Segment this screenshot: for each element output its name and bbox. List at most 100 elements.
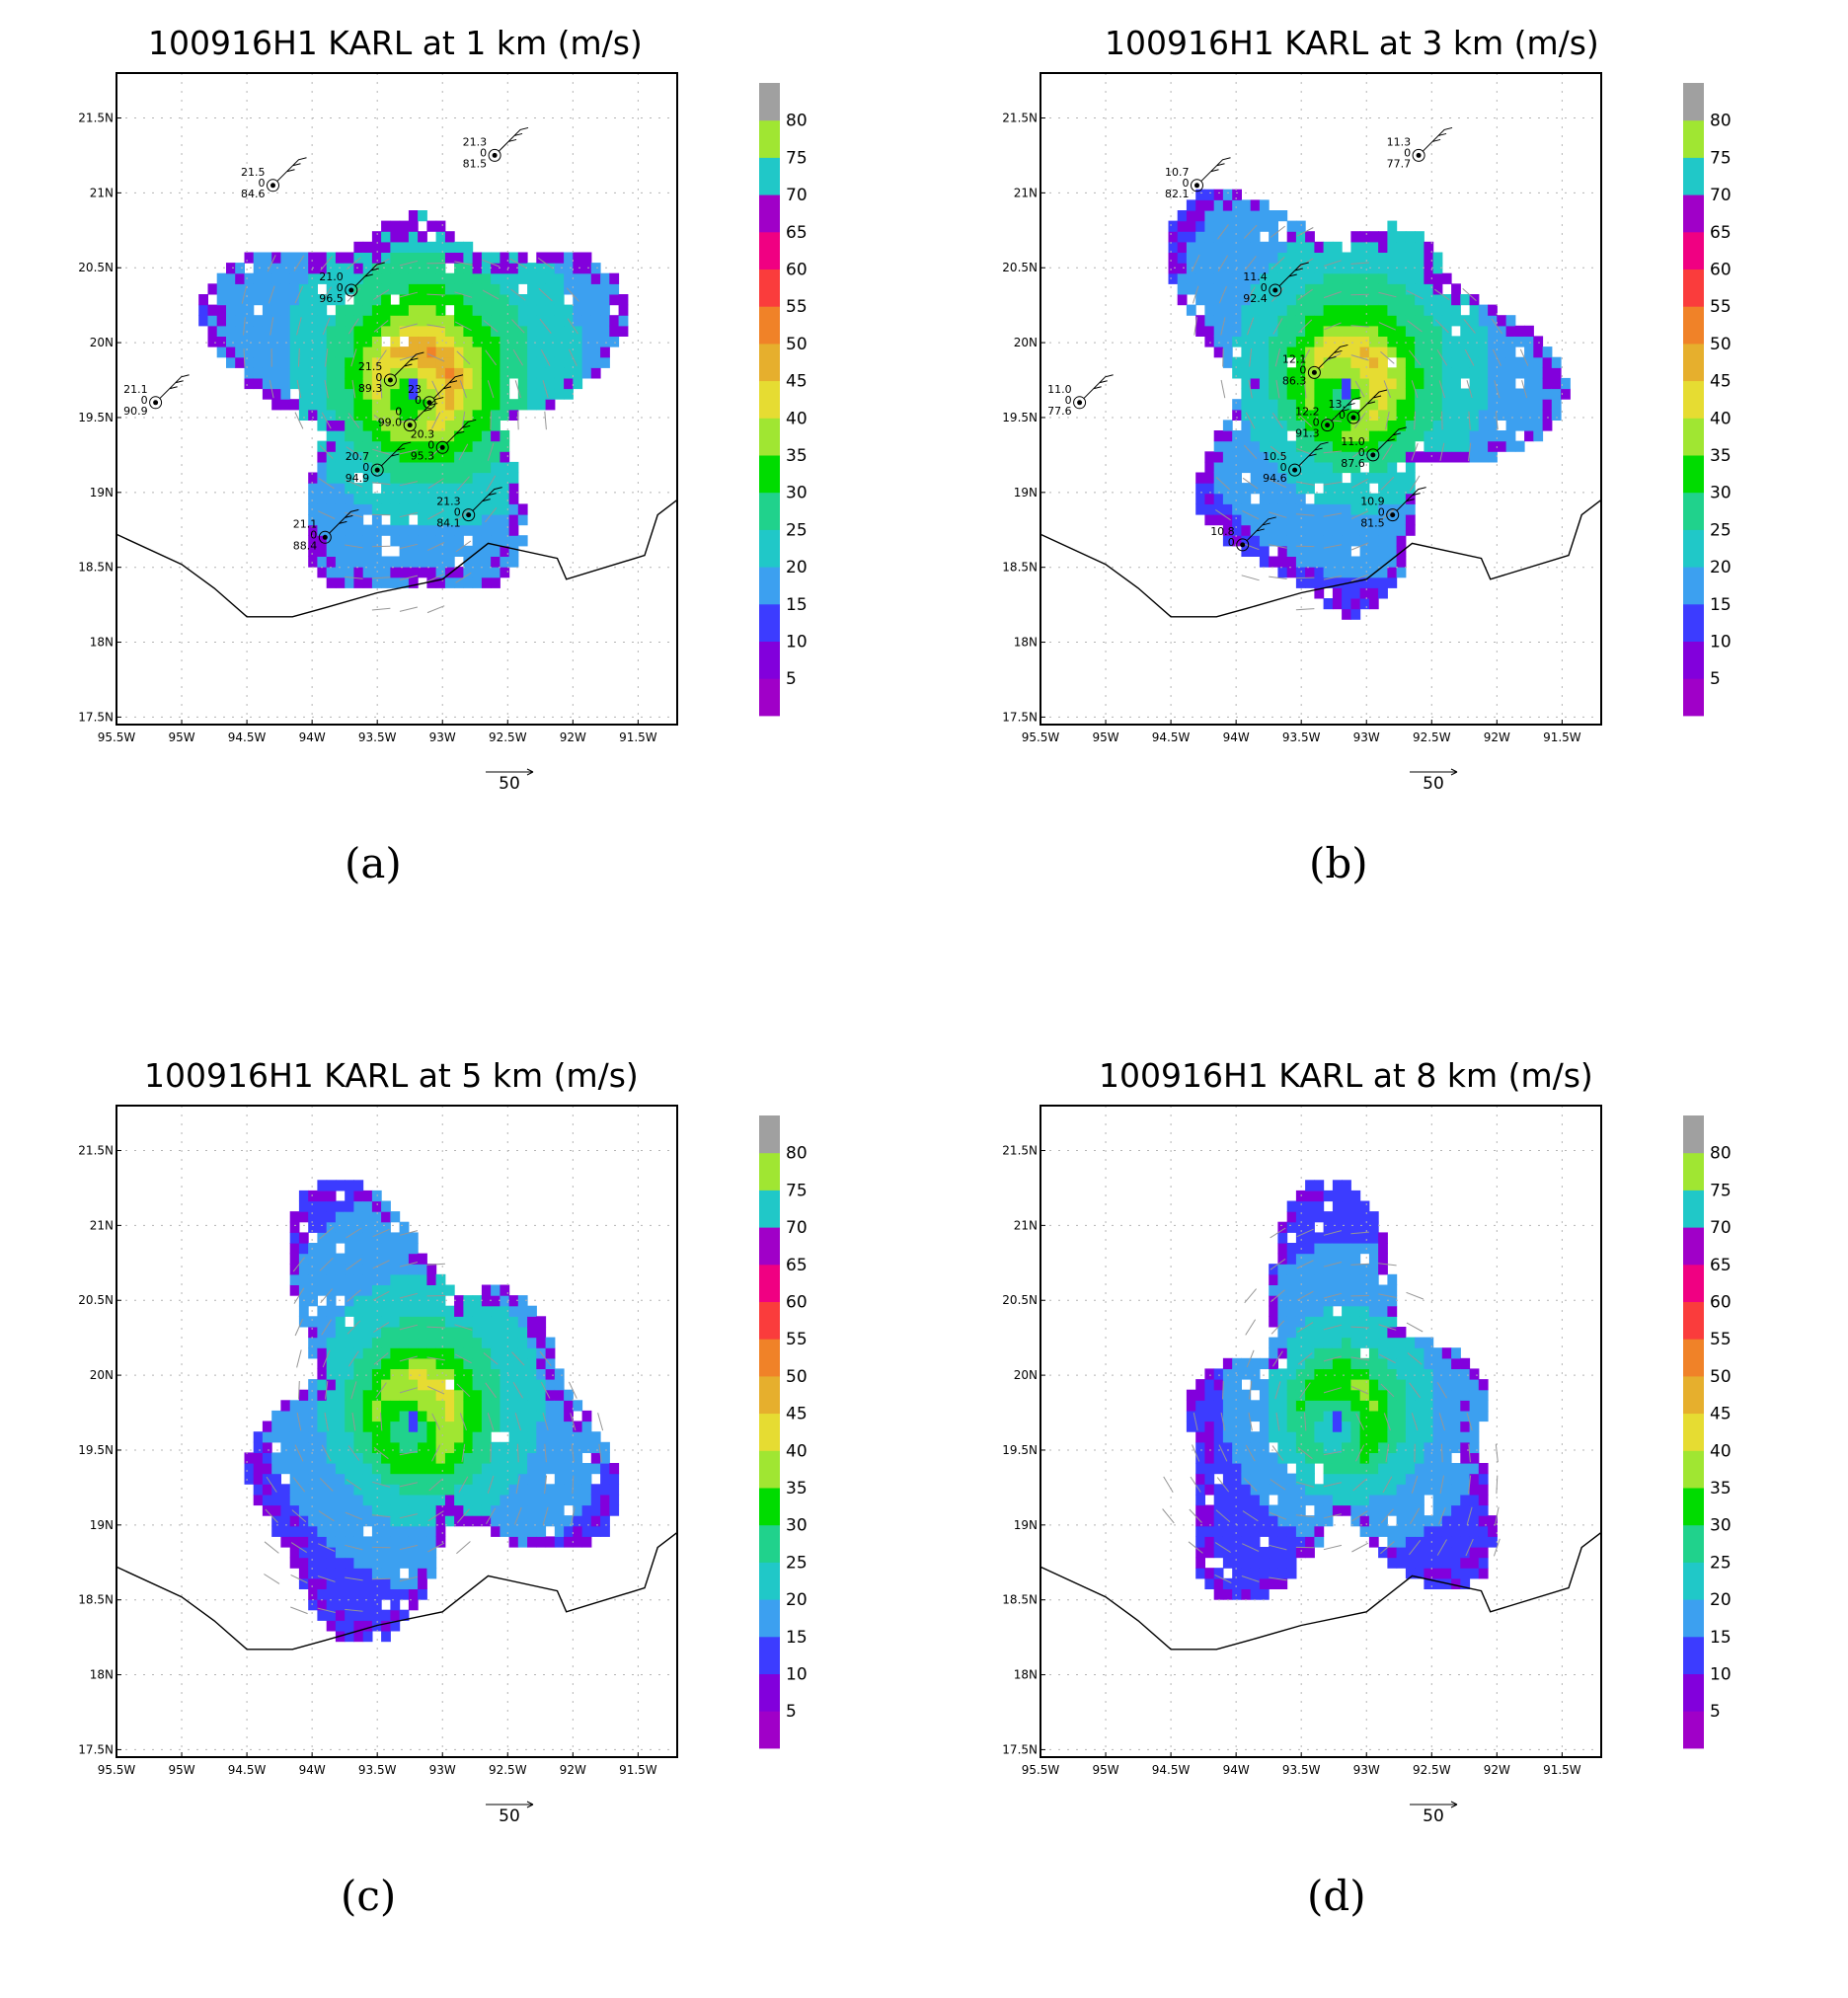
wind-cell xyxy=(263,336,272,346)
wind-cell xyxy=(1342,1505,1351,1516)
wind-cell xyxy=(546,283,556,294)
wind-cell xyxy=(1251,410,1261,421)
wind-cell xyxy=(299,305,309,316)
wind-cell xyxy=(409,1589,419,1600)
wind-cell xyxy=(1415,346,1424,357)
wind-cell xyxy=(1451,1474,1461,1485)
wind-cell xyxy=(1470,1536,1480,1547)
wind-cell xyxy=(336,253,346,264)
wind-cell xyxy=(317,1400,327,1411)
wind-cell xyxy=(372,1295,382,1306)
wind-cell xyxy=(1350,535,1360,546)
wind-cell xyxy=(463,1400,473,1411)
wind-cell xyxy=(1223,1358,1233,1369)
wind-cell xyxy=(445,1327,455,1338)
wind-cell xyxy=(1350,473,1360,484)
wind-cell xyxy=(327,1232,337,1243)
wind-cell xyxy=(1333,494,1343,504)
wind-cell xyxy=(1241,399,1251,410)
wind-cell xyxy=(1314,1327,1324,1338)
wind-cell xyxy=(555,1442,565,1453)
wind-cell xyxy=(409,1431,419,1442)
wind-cell xyxy=(1524,367,1534,378)
wind-cell xyxy=(1342,420,1351,430)
wind-cell xyxy=(1251,1474,1261,1485)
wind-cell xyxy=(235,273,245,284)
colorbar-label: 25 xyxy=(1710,520,1732,540)
wind-cell xyxy=(509,494,519,504)
wind-cell xyxy=(254,1452,264,1463)
wind-cell xyxy=(1397,378,1407,389)
wind-cell xyxy=(254,263,264,273)
wind-cell xyxy=(509,462,519,473)
wind-cell xyxy=(1397,1379,1407,1390)
colorbar-swatch xyxy=(759,678,780,716)
wind-cell xyxy=(1214,441,1224,452)
wind-cell xyxy=(1324,557,1334,568)
wind-cell xyxy=(336,1474,346,1485)
wind-cell xyxy=(263,1431,272,1442)
wind-cell xyxy=(353,1243,363,1254)
wind-cell xyxy=(1369,294,1379,305)
wind-cell xyxy=(1406,514,1416,525)
wind-cell xyxy=(1406,367,1416,378)
wind-cell xyxy=(1251,420,1261,430)
wind-cell xyxy=(299,1306,309,1317)
wind-cell xyxy=(1451,389,1461,400)
wind-cell xyxy=(1350,1463,1360,1474)
x-tick-label: 94W xyxy=(1223,1763,1250,1777)
wind-cell xyxy=(509,1306,519,1317)
wind-cell xyxy=(555,263,565,273)
colorbar-swatch xyxy=(1683,232,1704,269)
wind-cell xyxy=(573,283,582,294)
wind-cell xyxy=(582,336,592,346)
wind-cell xyxy=(1251,430,1261,441)
wind-cell xyxy=(336,1547,346,1558)
wind-cell xyxy=(445,1347,455,1358)
wind-cell xyxy=(226,294,236,305)
wind-cell xyxy=(426,514,436,525)
wind-cell xyxy=(336,1620,346,1631)
wind-cell xyxy=(308,1536,318,1547)
wind-cell xyxy=(372,336,382,346)
wind-cell xyxy=(1287,1431,1297,1442)
wind-cell xyxy=(308,378,318,389)
wind-cell xyxy=(1342,1327,1351,1338)
wind-cell xyxy=(345,399,354,410)
wind-cell xyxy=(290,305,300,316)
wind-cell xyxy=(518,378,528,389)
wind-cell xyxy=(1214,221,1224,232)
wind-cell xyxy=(1305,1358,1315,1369)
wind-cell xyxy=(1350,525,1360,536)
wind-cell xyxy=(1406,389,1416,400)
wind-cell xyxy=(1387,367,1397,378)
wind-cell xyxy=(1415,1368,1424,1379)
wind-cell xyxy=(1397,473,1407,484)
wind-cell xyxy=(454,1358,464,1369)
wind-cell xyxy=(445,231,455,242)
wind-cell xyxy=(1470,1495,1480,1505)
wind-cell xyxy=(1397,242,1407,253)
wind-cell xyxy=(1314,1347,1324,1358)
wind-cell xyxy=(1269,273,1278,284)
wind-barb xyxy=(499,127,528,151)
wind-cell xyxy=(390,577,400,588)
wind-cell xyxy=(1460,1505,1470,1516)
wind-cell xyxy=(1305,378,1315,389)
wind-cell xyxy=(1360,1222,1370,1233)
wind-cell xyxy=(327,1474,337,1485)
wind-cell xyxy=(353,1222,363,1233)
wind-cell xyxy=(327,1452,337,1463)
wind-cell xyxy=(473,1368,483,1379)
wind-cell xyxy=(1287,441,1297,452)
wind-cell xyxy=(372,1201,382,1212)
wind-cell xyxy=(1269,367,1278,378)
wind-cell xyxy=(217,283,227,294)
wind-cell xyxy=(1506,315,1516,326)
wind-cell xyxy=(280,326,290,337)
wind-cell xyxy=(1470,1526,1480,1537)
wind-cell xyxy=(400,430,410,441)
wind-cell xyxy=(445,1484,455,1495)
wind-cell xyxy=(1433,441,1443,452)
wind-cell xyxy=(336,1264,346,1274)
